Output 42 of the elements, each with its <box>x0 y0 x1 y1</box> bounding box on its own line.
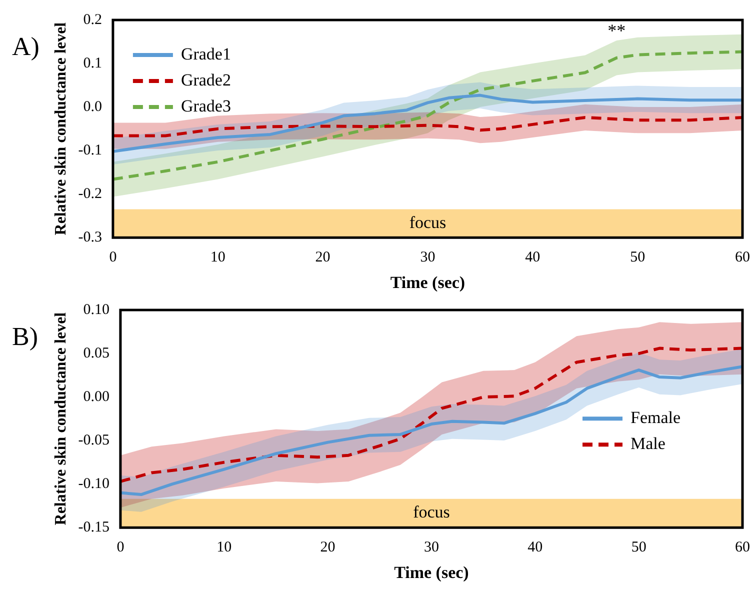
y-axis-title: Relative skin conductance level <box>52 22 70 236</box>
y-tick-label: -0.15 <box>78 520 110 536</box>
x-tick-label: 40 <box>528 540 543 556</box>
text: B) <box>12 322 38 351</box>
x-tick-label: 10 <box>210 250 226 266</box>
x-axis-title: Time (sec) <box>390 273 466 292</box>
x-tick-label: 60 <box>735 250 750 266</box>
legend-label: Female <box>630 408 681 428</box>
x-tick-label: 0 <box>109 250 117 266</box>
x-tick-label: 40 <box>525 250 540 266</box>
text: A) <box>12 32 40 61</box>
x-tick-label: 30 <box>424 540 439 556</box>
y-tick-label: 0.10 <box>83 302 110 318</box>
line-series <box>120 346 742 483</box>
legend-label: Grade3 <box>180 96 231 116</box>
x-tick-label: 10 <box>216 540 232 556</box>
legend-label: Grade2 <box>180 70 231 90</box>
y-tick-label: -0.1 <box>78 142 102 158</box>
y-tick-label: -0.3 <box>78 230 102 246</box>
legend-label: Male <box>630 434 666 454</box>
y-tick-label: 0.05 <box>83 345 110 362</box>
annotation: ** <box>608 20 626 41</box>
band-label: focus <box>413 502 450 522</box>
y-tick-label: -0.05 <box>78 432 110 448</box>
line-series <box>112 116 742 138</box>
y-tick-label: 0.1 <box>83 55 102 72</box>
y-tick-label: -0.2 <box>78 186 102 202</box>
y-tick-label: -0.10 <box>78 476 110 492</box>
band-label: focus <box>409 212 446 232</box>
y-tick-label: 0.00 <box>83 388 110 405</box>
y-tick-label: 0.0 <box>83 98 102 115</box>
x-tick-label: 0 <box>116 540 124 556</box>
x-tick-label: 50 <box>631 540 646 556</box>
x-axis-title: Time (sec) <box>394 563 469 582</box>
y-tick-label: 0.2 <box>83 12 102 28</box>
y-axis-title: Relative skin conductance level <box>52 312 70 526</box>
legend-label: Grade1 <box>180 44 231 64</box>
x-tick-label: 20 <box>320 540 336 556</box>
x-tick-label: 20 <box>315 250 330 266</box>
x-tick-label: 50 <box>630 250 646 266</box>
x-tick-label: 30 <box>420 250 436 266</box>
x-tick-label: 60 <box>735 540 750 556</box>
